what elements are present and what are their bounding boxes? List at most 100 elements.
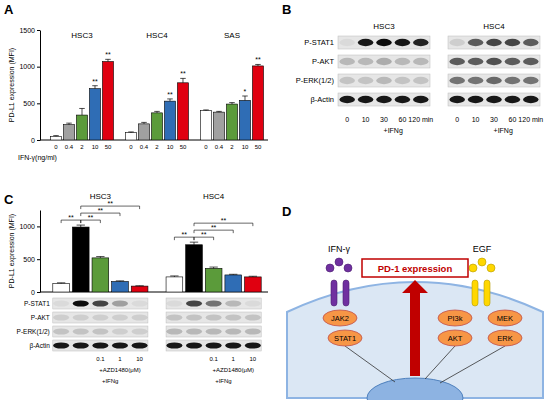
- x-tick-label: 50: [105, 144, 112, 150]
- bar: [177, 83, 188, 140]
- x-tick-label: 10: [92, 144, 99, 150]
- blot-band: [53, 328, 69, 334]
- error-bar: [190, 242, 198, 245]
- blot-band: [449, 39, 464, 46]
- blot-band: [132, 300, 148, 306]
- signal-line: [440, 346, 505, 383]
- bar: [138, 124, 149, 140]
- blot-band: [468, 58, 483, 65]
- error-bar: [255, 64, 261, 65]
- x-tick-label: 50: [255, 144, 262, 150]
- blot-row-label: P-AKT: [31, 314, 50, 321]
- blot-band: [505, 58, 520, 65]
- blot-band: [225, 328, 241, 334]
- y-tick: 500: [23, 256, 40, 263]
- blot-band: [376, 58, 391, 65]
- signal-node-label: MEK: [497, 314, 513, 323]
- bar: [76, 115, 87, 140]
- lane-label: 0: [345, 116, 349, 123]
- lane-label: 0: [455, 116, 459, 123]
- significance-label: **: [92, 78, 98, 85]
- receptor: [484, 280, 490, 306]
- blot-cell-label: HSC3: [373, 22, 395, 31]
- lane-label: 1: [118, 356, 122, 362]
- signal-node-label: JAK2: [331, 314, 349, 323]
- lane-label: 1: [232, 356, 236, 362]
- signal-line: [425, 346, 455, 379]
- blot-band: [449, 58, 464, 65]
- y-tick: 0: [31, 289, 40, 296]
- bars: [53, 225, 261, 292]
- blot-band: [225, 314, 241, 320]
- lane-label: 0.1: [96, 356, 105, 362]
- bar: [63, 125, 74, 140]
- blot-row-label: P-ERK(1/2): [17, 328, 50, 336]
- bar: [186, 245, 203, 292]
- blot-band: [486, 77, 501, 84]
- blot-band: [73, 328, 89, 334]
- y-tick-mark: [37, 30, 40, 31]
- blot-band: [206, 328, 222, 334]
- blot-strip: [53, 312, 148, 323]
- panel-label: B: [282, 2, 291, 17]
- western-blot: P-STAT1P-AKTP-ERK(1/2)β-Actin0.1110+AZD1…: [17, 298, 262, 384]
- x-tick-label: 2: [80, 144, 84, 150]
- error-bar: [53, 135, 59, 137]
- blot-band: [358, 39, 373, 46]
- group-label: HSC3: [71, 31, 93, 40]
- y-tick-label: 1000: [19, 223, 35, 230]
- x-tick-label: 0: [54, 144, 58, 150]
- bar: [239, 100, 250, 140]
- blot-row-label: β-Actin: [29, 342, 50, 350]
- significance-label: **: [180, 70, 186, 77]
- signal-node: [323, 310, 357, 326]
- blot-band: [132, 342, 148, 348]
- error-bar: [79, 108, 85, 115]
- blot-band: [245, 342, 261, 348]
- bar: [226, 104, 237, 140]
- bar: [131, 286, 148, 292]
- blot-band: [112, 314, 128, 320]
- blot-band: [186, 342, 202, 348]
- significance-label: *: [244, 88, 247, 95]
- signal-node: [438, 310, 472, 326]
- blot-band: [376, 77, 391, 84]
- significance-label: **: [211, 224, 217, 231]
- blot-band: [449, 77, 464, 84]
- lane-label: 10: [472, 116, 480, 123]
- error-bar: [154, 111, 160, 112]
- y-tick: 500: [23, 100, 40, 107]
- y-tick-mark: [37, 226, 40, 227]
- bar: [205, 268, 222, 292]
- group-label: SAS: [224, 31, 240, 40]
- western-blot: P-STAT1P-AKTP-ERK(1/2)β-ActinHSC30103060…: [296, 22, 544, 135]
- expression-arrow: [402, 280, 428, 376]
- blot-band: [186, 314, 202, 320]
- bar: [112, 282, 129, 292]
- y-axis-title: PD-L1 expression (MFI): [8, 214, 16, 288]
- lane-label: 10: [136, 356, 143, 362]
- blot-strip: [448, 74, 540, 87]
- y-tick: 0: [31, 137, 40, 144]
- blot-strip: [448, 55, 540, 68]
- signal-node: [328, 330, 362, 346]
- blot-strip: [338, 36, 430, 49]
- blot-strip: [338, 74, 430, 87]
- blot-strip: [53, 326, 148, 337]
- blot-row-label: β-Actin: [311, 95, 335, 104]
- lane-label: 30: [380, 116, 388, 123]
- blot-band: [92, 300, 108, 306]
- treatment-label: +IFNg: [102, 378, 119, 384]
- y-axis-line: [40, 31, 41, 141]
- blot-band: [132, 314, 148, 320]
- blot-band: [449, 96, 464, 103]
- x-tick-label: 10: [242, 144, 249, 150]
- lane-label: 10: [362, 116, 370, 123]
- blot-row-label: P-AKT: [312, 57, 335, 66]
- blot-band: [505, 77, 520, 84]
- blot-band: [339, 77, 354, 84]
- blot-band: [523, 39, 538, 46]
- significance-label: **: [107, 200, 113, 207]
- significance-label: **: [105, 51, 111, 58]
- group-label: HSC4: [146, 31, 168, 40]
